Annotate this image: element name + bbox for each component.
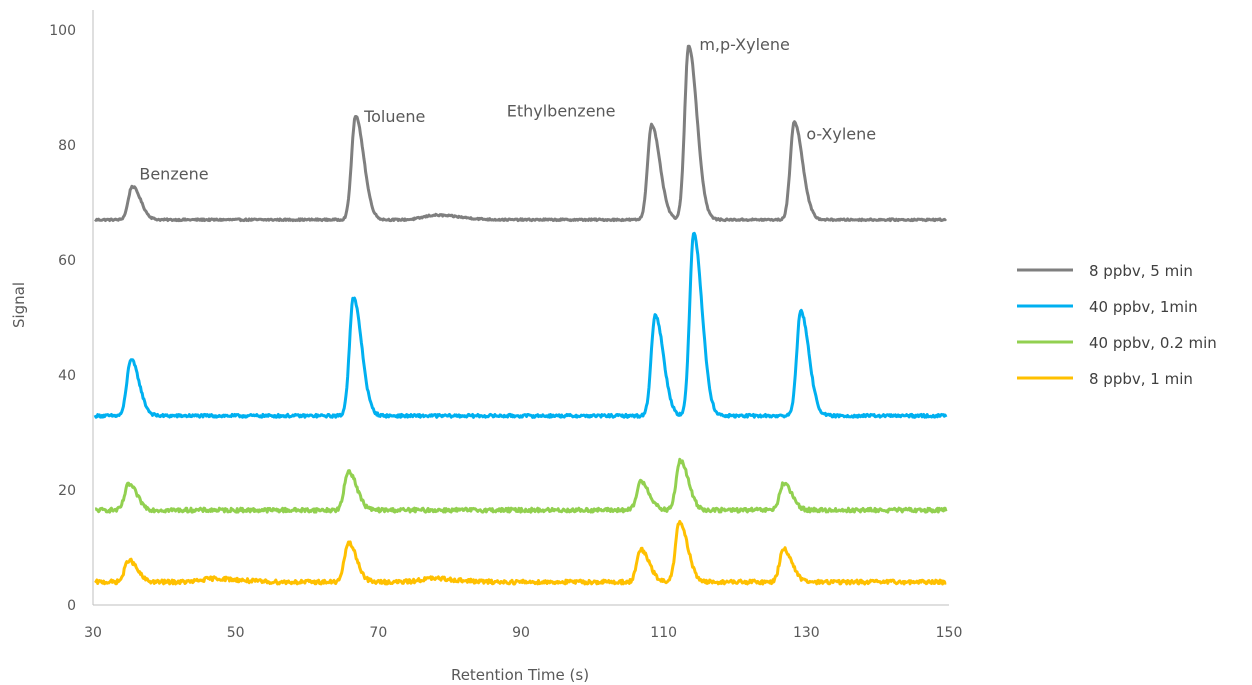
x-tick-label: 130	[793, 625, 820, 641]
y-tick-label: 40	[58, 368, 76, 384]
x-axis-title: Retention Time (s)	[451, 666, 589, 684]
legend-label: 40 ppbv, 1min	[1089, 298, 1198, 316]
legend-label: 40 ppbv, 0.2 min	[1089, 334, 1217, 352]
x-tick-labels: 30 50 70 90 110 130 150	[84, 625, 962, 641]
x-tick-label: 50	[227, 625, 245, 641]
y-tick-label: 0	[67, 598, 76, 614]
x-tick-label: 30	[84, 625, 102, 641]
peak-label: Toluene	[363, 107, 425, 126]
peak-label: m,p-Xylene	[699, 35, 790, 54]
series-line	[94, 519, 947, 586]
series-line	[94, 457, 948, 514]
x-tick-label: 90	[512, 625, 530, 641]
y-axis-title: Signal	[10, 282, 28, 328]
legend: 8 ppbv, 5 min 40 ppbv, 1min 40 ppbv, 0.2 m…	[1017, 262, 1217, 388]
peak-annotations: Benzene Toluene Ethylbenzene m,p-Xylene o-Xy…	[139, 35, 876, 183]
series-line	[94, 44, 947, 223]
peak-label: Benzene	[139, 165, 208, 184]
peak-label: o-Xylene	[806, 124, 876, 143]
legend-label: 8 ppbv, 1 min	[1089, 370, 1193, 388]
x-tick-label: 150	[936, 625, 963, 641]
y-tick-label: 100	[49, 23, 76, 39]
y-tick-label: 20	[58, 483, 76, 499]
y-tick-label: 80	[58, 138, 76, 154]
x-tick-label: 110	[650, 625, 677, 641]
legend-label: 8 ppbv, 5 min	[1089, 262, 1193, 280]
x-tick-label: 70	[369, 625, 387, 641]
series-lines	[93, 44, 948, 586]
peak-label: Ethylbenzene	[507, 101, 616, 120]
y-tick-labels: 0 20 40 60 80 100	[49, 23, 76, 614]
series-line	[93, 231, 948, 419]
y-tick-label: 60	[58, 253, 76, 269]
plot-area: 0 20 40 60 80 100 30 50 70 90 110 130 150 Benzene To…	[49, 10, 962, 641]
